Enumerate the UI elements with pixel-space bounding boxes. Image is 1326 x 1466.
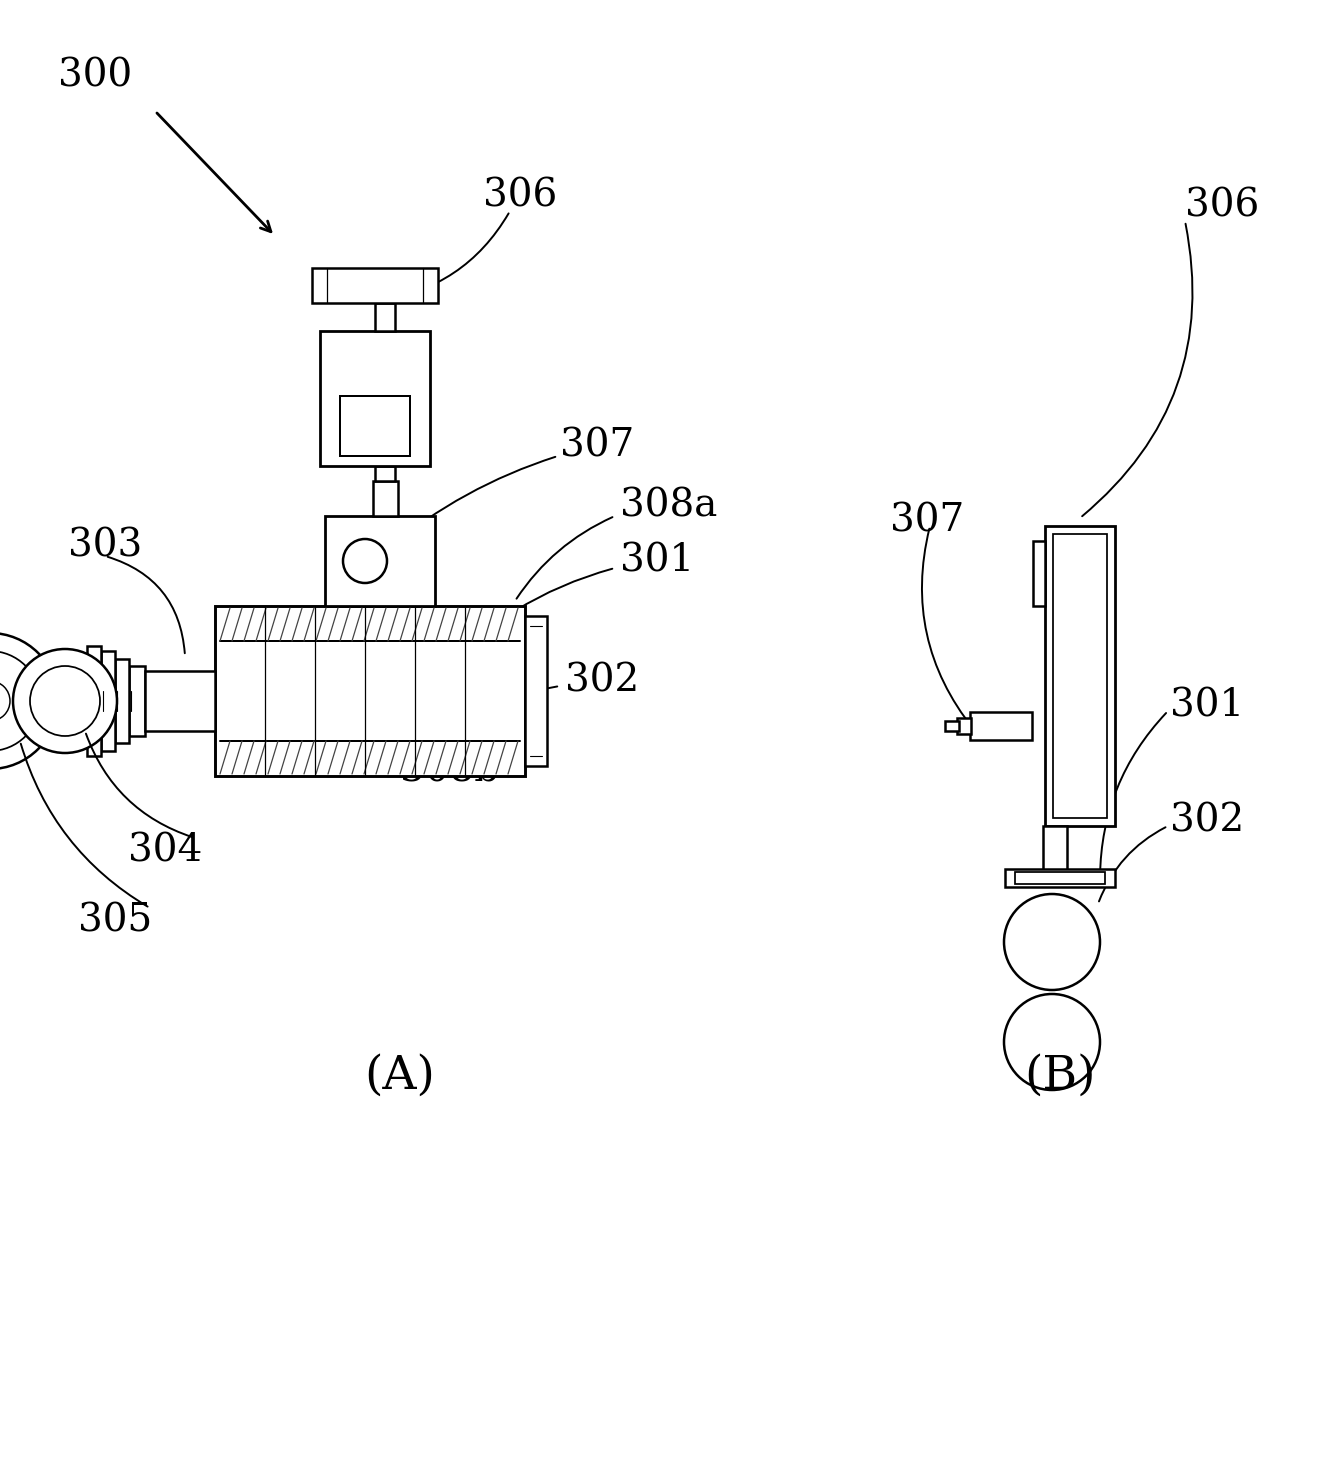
Text: 306: 306 <box>483 177 557 214</box>
Circle shape <box>0 651 40 751</box>
Text: 304: 304 <box>127 833 202 869</box>
Bar <box>312 268 438 303</box>
Bar <box>1045 526 1115 825</box>
Text: (B): (B) <box>1024 1054 1095 1098</box>
Circle shape <box>30 666 99 736</box>
Text: (A): (A) <box>365 1054 435 1098</box>
Bar <box>1005 869 1115 887</box>
Bar <box>339 396 410 456</box>
Bar <box>945 721 959 732</box>
Bar <box>115 660 129 743</box>
Bar <box>375 466 395 481</box>
Bar <box>525 616 548 767</box>
Bar <box>1014 872 1105 884</box>
Text: 302: 302 <box>1170 802 1244 840</box>
Text: 302: 302 <box>565 663 639 699</box>
Bar <box>375 303 395 331</box>
Circle shape <box>1004 994 1101 1091</box>
Text: 303: 303 <box>68 528 142 564</box>
Bar <box>88 647 101 756</box>
Bar <box>1053 534 1107 818</box>
Bar <box>320 331 430 466</box>
Circle shape <box>13 649 117 754</box>
Text: 306: 306 <box>1185 188 1260 224</box>
Text: 301: 301 <box>621 542 693 579</box>
Circle shape <box>0 682 11 721</box>
Text: 300: 300 <box>58 57 133 94</box>
Bar <box>145 671 215 732</box>
Bar <box>971 712 1032 740</box>
Text: 305: 305 <box>78 903 152 940</box>
Bar <box>101 651 115 751</box>
Bar <box>373 481 398 516</box>
Text: 307: 307 <box>560 428 634 465</box>
Text: 308b: 308b <box>400 752 500 790</box>
Bar <box>129 666 145 736</box>
Bar <box>1044 825 1067 871</box>
Circle shape <box>343 539 387 583</box>
Bar <box>957 718 971 734</box>
Bar <box>215 605 525 776</box>
Bar <box>325 516 435 605</box>
Circle shape <box>1004 894 1101 990</box>
Text: 301: 301 <box>1170 688 1244 724</box>
Text: 308a: 308a <box>621 488 717 525</box>
Bar <box>1033 541 1045 605</box>
Text: 307: 307 <box>890 503 964 539</box>
Circle shape <box>0 633 58 770</box>
